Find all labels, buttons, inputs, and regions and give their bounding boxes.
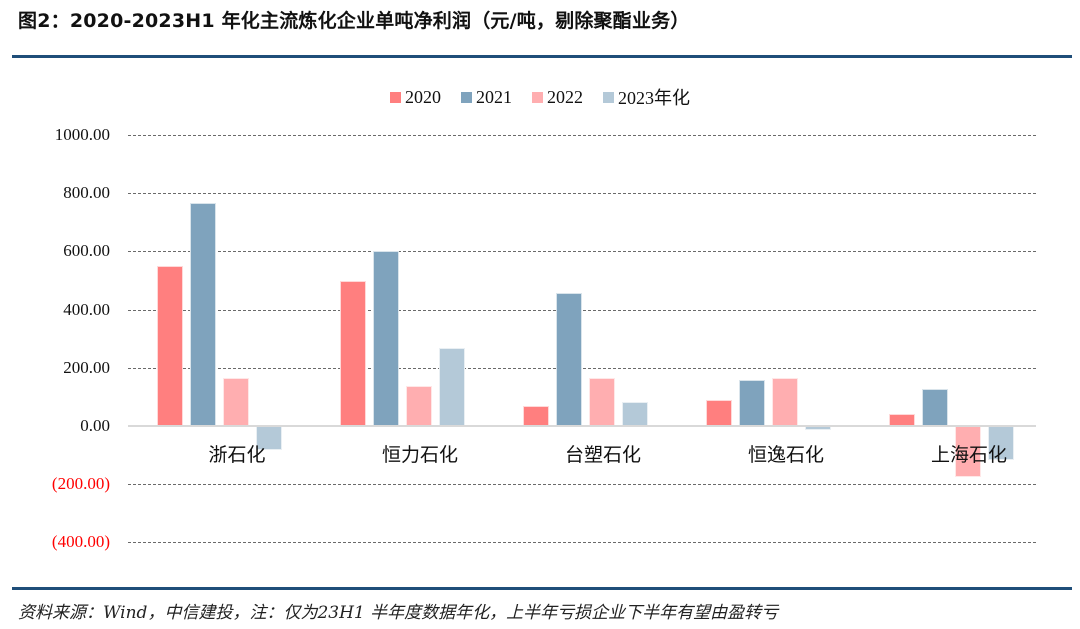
bottom-rule [12, 587, 1072, 590]
legend-label: 2020 [405, 86, 441, 107]
bar-2020-台塑石化 [523, 405, 549, 426]
bar-2022-恒力石化 [406, 386, 432, 426]
legend-item-1: 2021 [461, 84, 512, 110]
legend-item-3: 2023年化 [603, 84, 690, 110]
gridline [128, 251, 1036, 253]
y-tick-label: 0.00 [80, 416, 110, 435]
bar-2020-恒逸石化 [706, 400, 732, 426]
bar-2023年化-台塑石化 [622, 402, 648, 426]
legend-swatch [390, 91, 401, 103]
y-tick-label: (200.00) [51, 474, 110, 494]
category-label: 台塑石化 [564, 444, 642, 466]
legend-swatch [603, 91, 614, 103]
y-tick-label: (400.00) [51, 532, 110, 552]
top-rule [12, 55, 1072, 58]
legend-item-2: 2022 [532, 84, 583, 110]
y-tick-label: 800.00 [63, 183, 110, 203]
category-label: 恒力石化 [381, 444, 459, 466]
bar-2020-浙石化 [157, 265, 183, 426]
bar-2022-台塑石化 [589, 377, 615, 426]
source-note: 资料来源：Wind，中信建投，注：仅为23H1 半年度数据年化，上半年亏损企业下… [18, 603, 779, 623]
gridline [128, 484, 1036, 486]
bar-2021-上海石化 [922, 389, 948, 426]
gridline [128, 542, 1036, 544]
category-label: 上海石化 [930, 444, 1008, 466]
category-label: 浙石化 [208, 444, 266, 466]
bar-2021-台塑石化 [556, 293, 582, 426]
y-tick-label: 600.00 [63, 241, 110, 261]
bar-2021-恒逸石化 [739, 380, 765, 426]
legend-swatch [532, 91, 543, 103]
y-tick-label: 200.00 [63, 357, 110, 377]
legend-item-0: 2020 [390, 84, 441, 110]
legend-label: 2023年化 [618, 88, 690, 108]
legend-label: 2021 [476, 86, 512, 107]
gridline [128, 309, 1036, 311]
y-tick-label: 400.00 [63, 299, 110, 319]
legend: 2020 2021 2022 2023年化 [0, 84, 1080, 110]
category-label: 恒逸石化 [747, 444, 825, 466]
bar-2022-恒逸石化 [772, 377, 798, 426]
bar-2023年化-上海石化 [988, 426, 1014, 461]
bar-2020-恒力石化 [340, 281, 366, 426]
bar-2023年化-恒力石化 [439, 348, 465, 426]
bar-2022-上海石化 [955, 426, 981, 477]
gridline [128, 135, 1036, 136]
chart-title: 图2：2020-2023H1 年化主流炼化企业单吨净利润（元/吨，剔除聚酯业务） [18, 10, 690, 32]
bar-2021-浙石化 [190, 203, 216, 426]
y-tick-label: 1000.00 [54, 125, 110, 144]
gridline [128, 367, 1036, 369]
bar-2021-恒力石化 [373, 251, 399, 426]
gridline [128, 193, 1036, 195]
legend-label: 2022 [547, 86, 583, 107]
zero-axis-line [128, 425, 1036, 427]
legend-swatch [461, 91, 472, 103]
bar-2022-浙石化 [223, 377, 249, 426]
